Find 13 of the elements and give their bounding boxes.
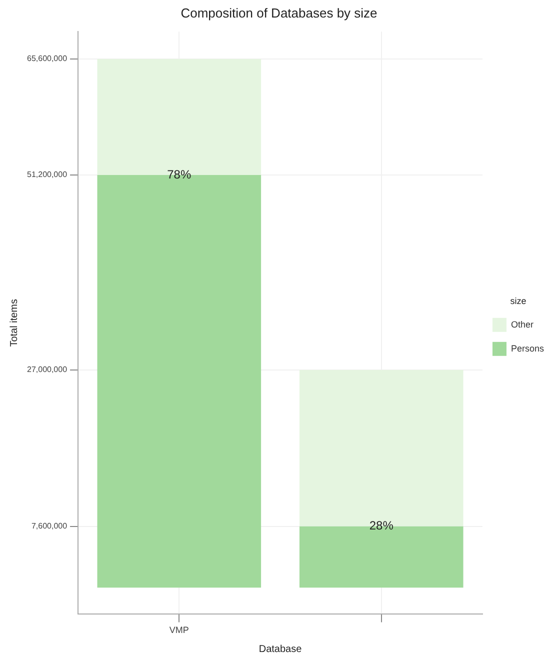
y-tick-label: 7,600,000 (31, 522, 68, 531)
legend-label: Other (510, 319, 534, 330)
annotation: 28% (369, 518, 394, 533)
legend-label: Persons (510, 343, 544, 354)
y-tick-label: 27,000,000 (26, 365, 68, 374)
chart-title: Composition of Databases by size (180, 5, 378, 20)
legend-title: size (510, 296, 526, 306)
y-axis-title: Total items (8, 299, 20, 347)
y-tick-label: 51,200,000 (26, 170, 68, 180)
x-axis-title: Database (258, 644, 302, 655)
x-tick-label: VMP (169, 625, 189, 636)
y-tick-label: 65,600,000 (26, 54, 68, 64)
annotation: 78% (167, 167, 192, 182)
